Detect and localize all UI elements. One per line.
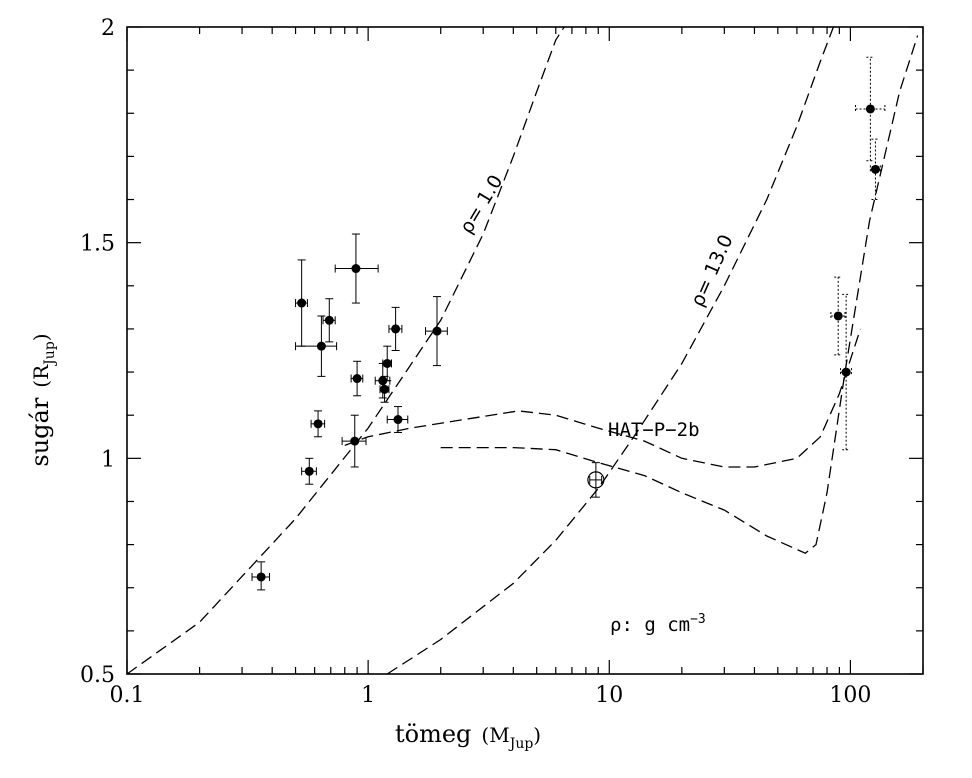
annotation-density-units-sup: −3 — [690, 612, 706, 627]
data-point — [304, 466, 314, 476]
y-axis-title-unit: (R — [29, 364, 53, 388]
annotation-density-units: ρ: g cm−3 — [610, 612, 706, 636]
svg-text:sugár(RJup): sugár (RJup) — [26, 333, 58, 466]
y-tick-label: 1.5 — [80, 232, 115, 257]
x-tick-label: 100 — [829, 683, 871, 708]
y-tick-label: 0.5 — [80, 663, 115, 688]
data-point — [313, 419, 323, 429]
data-point — [352, 374, 362, 384]
x-tick-label: 10 — [595, 683, 623, 708]
data-point — [391, 324, 401, 334]
x-axis-title-unit-sub: Jup — [508, 736, 534, 752]
x-axis-title: tömeg (MJup) — [395, 720, 541, 752]
data-point — [432, 326, 442, 336]
density-curve — [386, 26, 835, 675]
data-point — [382, 358, 392, 368]
x-axis-title-unit-close: ) — [533, 723, 541, 747]
y-axis-title-unit-close: ) — [29, 333, 53, 341]
data-point — [393, 415, 403, 425]
y-tick-label: 2 — [101, 16, 115, 41]
x-tick-label: 0.1 — [110, 683, 145, 708]
data-point — [316, 341, 326, 351]
annotation-rho-13: ρ= 13.0 — [686, 231, 737, 310]
data-point — [833, 311, 843, 321]
density-curve — [344, 328, 862, 468]
density-curve — [440, 35, 919, 554]
axis-ticks: 0.1 1 10 100 0.5 1 1.5 2 — [80, 16, 924, 708]
svg-text:tömeg(MJup): tömeg (MJup) — [395, 720, 541, 752]
data-point — [870, 164, 880, 174]
data-point — [865, 104, 875, 114]
y-axis-title-unit-sub: Jup — [42, 341, 58, 367]
annotation-density-units-text: ρ: g cm — [610, 614, 690, 636]
x-axis-title-unit: (M — [481, 723, 509, 747]
data-point — [324, 315, 334, 325]
data-point — [841, 367, 851, 377]
annotation-rho-1: ρ= 1.0 — [455, 171, 507, 237]
data-point-open — [587, 471, 605, 489]
data-point — [378, 376, 388, 386]
data-points — [256, 104, 880, 582]
data-point — [297, 298, 307, 308]
annotation-hat-p-2b: HAT−P−2b — [608, 419, 700, 441]
data-point — [256, 572, 266, 582]
y-tick-label: 1 — [101, 447, 115, 472]
y-axis-title-label: sugár — [26, 397, 54, 466]
density-curve — [126, 26, 565, 675]
data-point — [350, 436, 360, 446]
density-curves — [126, 26, 919, 675]
plot-frame — [126, 26, 924, 675]
error-bars — [251, 56, 886, 591]
data-point — [351, 264, 361, 274]
data-point — [380, 384, 390, 394]
y-axis-title: sugár (RJup) — [26, 333, 58, 466]
x-axis-title-label: tömeg — [395, 720, 471, 748]
x-tick-label: 1 — [361, 683, 375, 708]
